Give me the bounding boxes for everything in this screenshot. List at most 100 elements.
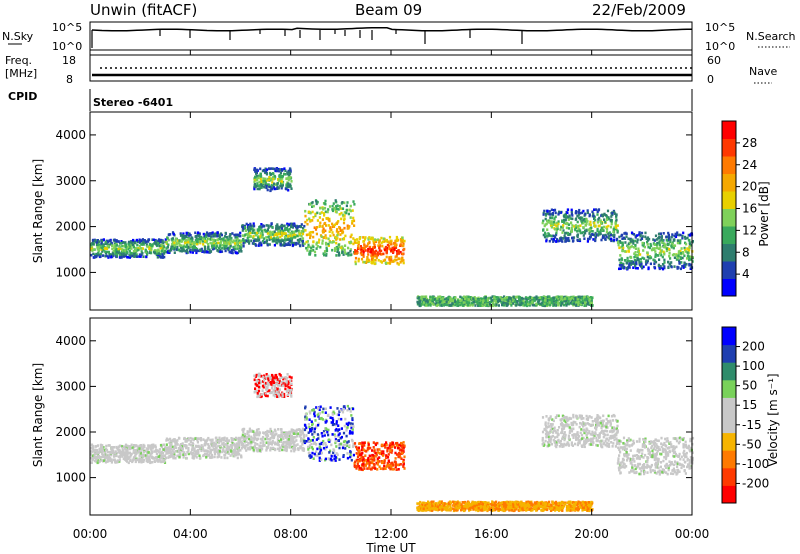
echo-cell (97, 251, 100, 255)
echo-cell (189, 250, 192, 254)
echo-cell (213, 239, 216, 242)
echo-cell (620, 233, 624, 237)
echo-cell (273, 177, 276, 180)
echo-cell (423, 301, 426, 304)
echo-cell (548, 301, 551, 304)
echo-cell (152, 443, 155, 447)
echo-cell (388, 247, 391, 251)
echo-cell (538, 299, 541, 302)
echo-cell (565, 304, 568, 307)
echo-cell (258, 431, 262, 435)
echo-cell (193, 447, 196, 451)
echo-cell (496, 300, 500, 303)
echo-cell (196, 445, 199, 448)
echo-cell (184, 444, 187, 447)
echo-cell (349, 253, 352, 257)
echo-cell (95, 252, 98, 256)
echo-cell (206, 450, 209, 453)
echo-cell (580, 296, 583, 300)
echo-cell (280, 438, 283, 441)
echo-cell (399, 250, 402, 254)
echo-cell (214, 246, 218, 250)
echo-cell (576, 214, 579, 218)
echo-cell (537, 301, 540, 304)
echo-cell (98, 460, 101, 463)
echo-cell (104, 254, 107, 258)
power-heatmap (90, 167, 694, 308)
echo-cell (301, 232, 305, 236)
echo-cell (114, 249, 117, 252)
echo-cell (682, 252, 685, 255)
echo-cell (394, 246, 398, 249)
echo-cell (224, 439, 228, 443)
echo-cell (131, 446, 134, 449)
echo-cell (691, 256, 694, 259)
echo-cell (565, 226, 568, 230)
echo-cell (302, 227, 305, 230)
echo-cell (102, 455, 105, 458)
echo-cell (444, 300, 447, 303)
echo-cell (199, 438, 202, 442)
echo-cell (125, 459, 128, 462)
echo-cell (146, 245, 149, 248)
echo-cell (118, 460, 121, 463)
echo-cell (226, 241, 230, 244)
echo-cell (165, 437, 168, 441)
echo-cell (281, 239, 285, 243)
echo-cell (215, 436, 218, 440)
echo-cell (610, 239, 613, 243)
echo-cell (339, 238, 342, 241)
echo-cell (593, 208, 596, 211)
echo-cell (390, 258, 393, 261)
echo-cell (206, 247, 210, 251)
echo-cell (375, 240, 378, 243)
echo-cell (241, 229, 244, 232)
echo-cell (238, 453, 241, 456)
echo-cell (186, 451, 189, 454)
echo-cell (147, 238, 151, 241)
echo-cell (262, 440, 265, 444)
echo-cell (284, 440, 287, 444)
echo-cell (661, 239, 664, 242)
echo-cell (160, 243, 163, 247)
echo-cell (528, 300, 531, 304)
echo-cell (239, 231, 242, 235)
echo-cell (312, 249, 315, 252)
echo-cell (550, 234, 553, 238)
echo-cell (588, 297, 591, 301)
echo-cell (658, 267, 661, 271)
echo-cell (667, 260, 670, 264)
echo-cell (99, 448, 102, 451)
echo-cell (95, 456, 98, 459)
echo-cell (245, 222, 248, 226)
echo-cell (592, 212, 595, 216)
echo-cell (231, 443, 234, 447)
echo-cell (430, 302, 434, 305)
echo-cell (187, 237, 190, 241)
echo-cell (181, 442, 184, 445)
echo-cell (349, 248, 352, 251)
echo-cell (219, 241, 223, 244)
echo-cell (545, 239, 548, 243)
nave-tick-top: 60 (707, 54, 721, 67)
echo-cell (586, 240, 589, 243)
echo-cell (541, 221, 544, 225)
echo-cell (356, 238, 359, 241)
echo-cell (327, 237, 330, 241)
echo-cell (173, 452, 176, 456)
echo-cell (192, 242, 195, 246)
echo-cell (625, 267, 628, 270)
echo-cell (155, 452, 158, 456)
echo-cell (649, 262, 652, 266)
echo-cell (588, 223, 591, 226)
echo-cell (328, 240, 331, 244)
echo-cell (171, 240, 174, 244)
echo-cell (166, 251, 169, 254)
echo-cell (216, 238, 219, 241)
echo-cell (402, 261, 405, 265)
echo-cell (561, 302, 564, 305)
echo-cell (309, 249, 312, 253)
echo-cell (600, 221, 603, 224)
echo-cell (265, 236, 268, 239)
echo-cell (480, 301, 483, 304)
